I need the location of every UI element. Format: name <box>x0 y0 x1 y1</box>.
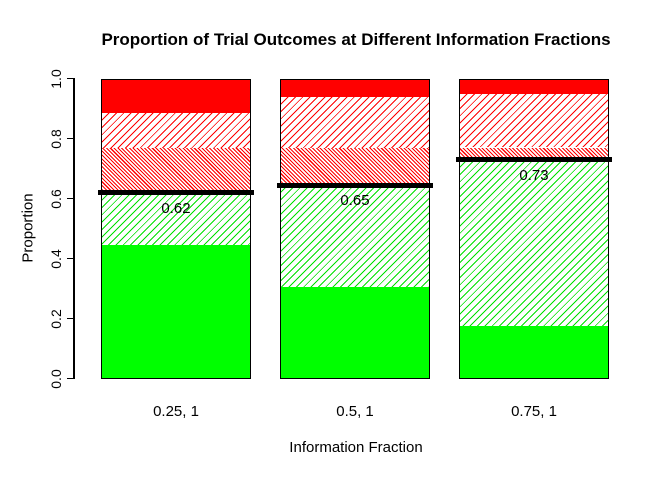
bar-outline <box>280 78 430 379</box>
bar-outline <box>459 78 609 379</box>
marker-value-label: 0.73 <box>519 166 549 184</box>
bar-segment-red-solid <box>280 78 430 97</box>
y-tick <box>67 78 74 79</box>
y-tick <box>67 258 74 259</box>
marker-line <box>456 157 612 162</box>
y-tick-label: 0.0 <box>48 368 64 389</box>
bar-segment-red-hatched <box>101 113 251 148</box>
bar-segment-red-solid <box>459 78 609 95</box>
marker-value-label: 0.62 <box>161 199 191 217</box>
bar-segment-red-dense-hatched <box>280 147 430 185</box>
y-tick-label: 1.0 <box>48 68 64 89</box>
bar-segment-red-dense-hatched <box>101 147 251 193</box>
y-tick-label: 0.6 <box>48 188 64 209</box>
bar-segment-green-hatched <box>459 159 609 326</box>
bar-outline <box>101 78 251 379</box>
bar-segment-red-dense-hatched <box>459 147 609 160</box>
y-tick <box>67 138 74 139</box>
marker-line <box>98 190 254 195</box>
y-tick <box>67 378 74 379</box>
y-tick-label: 0.4 <box>48 248 64 269</box>
bar-segment-green-solid <box>459 326 609 379</box>
bar-segment-green-hatched <box>280 185 430 287</box>
bar-segment-green-solid <box>280 287 430 379</box>
bar-segment-red-solid <box>101 78 251 113</box>
chart-title: Proportion of Trial Outcomes at Differen… <box>101 30 611 49</box>
bar-segment-green-solid <box>101 245 251 379</box>
y-tick-label: 0.8 <box>48 128 64 149</box>
bar-segment-red-hatched <box>459 94 609 148</box>
y-tick <box>67 198 74 199</box>
x-category-label: 0.75, 1 <box>511 403 557 420</box>
bar-segment-green-hatched <box>101 192 251 245</box>
x-category-label: 0.5, 1 <box>336 403 374 420</box>
y-tick <box>67 318 74 319</box>
marker-value-label: 0.65 <box>340 192 370 209</box>
x-axis-title: Information Fraction <box>289 439 423 456</box>
marker-line <box>277 182 433 188</box>
x-category-label: 0.25, 1 <box>153 403 199 420</box>
y-axis-line <box>73 78 75 379</box>
y-tick-label: 0.2 <box>48 308 64 329</box>
bar-segment-red-hatched <box>280 96 430 148</box>
